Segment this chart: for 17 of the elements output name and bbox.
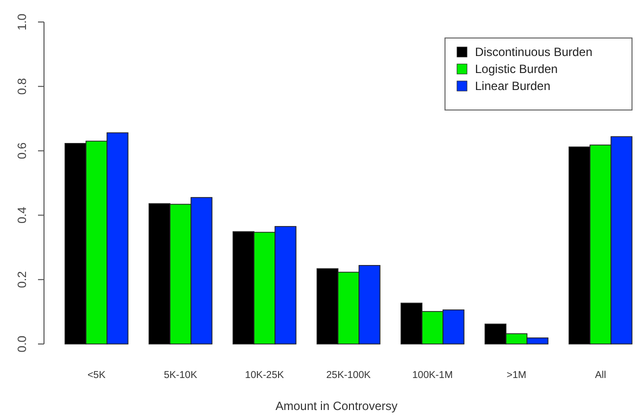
x-tick-label: 5K-10K bbox=[164, 370, 198, 381]
y-tick-label: 0.0 bbox=[15, 335, 29, 352]
x-tick-label: 10K-25K bbox=[245, 370, 284, 381]
y-tick-label: 0.8 bbox=[15, 78, 29, 95]
x-axis-title: Amount in Controversy bbox=[275, 399, 398, 413]
x-tick-label: All bbox=[594, 370, 606, 381]
y-tick-label: 0.4 bbox=[15, 206, 29, 224]
y-tick-label: 0.2 bbox=[15, 270, 29, 288]
y-tick-label: 0.6 bbox=[15, 142, 29, 160]
legend-label: Discontinuous Burden bbox=[475, 45, 592, 59]
legend-label: Logistic Burden bbox=[475, 62, 558, 76]
x-tick-label: 25K-100K bbox=[326, 370, 372, 381]
x-tick-label: <5K bbox=[87, 370, 106, 381]
x-tick-label: 100K-1M bbox=[412, 370, 453, 381]
x-tick-label: >1M bbox=[506, 370, 526, 381]
y-tick-label: 1.0 bbox=[15, 13, 29, 30]
legend-label: Linear Burden bbox=[475, 79, 550, 93]
